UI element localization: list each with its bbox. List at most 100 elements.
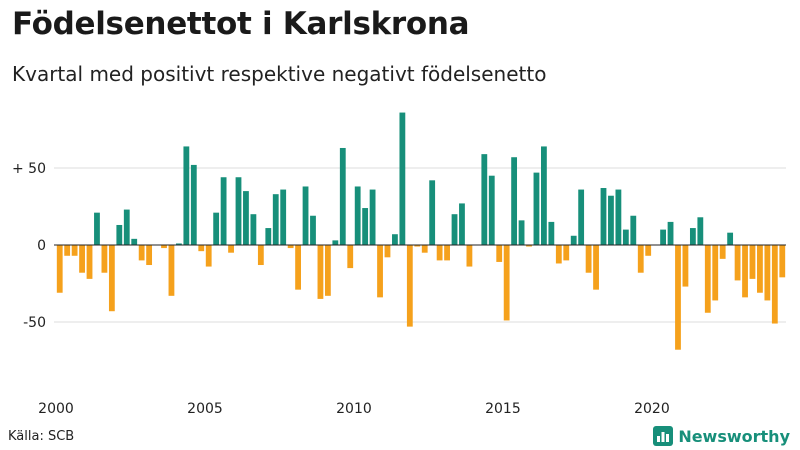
bar-negative bbox=[742, 245, 748, 298]
bar-negative bbox=[86, 245, 93, 279]
grid-lines bbox=[54, 167, 786, 323]
bar-positive bbox=[250, 214, 257, 245]
bar-negative bbox=[421, 245, 428, 253]
bar-negative bbox=[64, 245, 71, 256]
bar-negative bbox=[593, 245, 599, 290]
bar-positive bbox=[392, 234, 398, 245]
bar-positive bbox=[488, 175, 495, 245]
bar-negative bbox=[749, 245, 756, 279]
bar-negative bbox=[228, 245, 234, 253]
bar-negative bbox=[719, 245, 726, 259]
bar-negative bbox=[563, 245, 570, 261]
bar-positive bbox=[600, 188, 607, 245]
bar-negative bbox=[347, 245, 354, 269]
bar-negative bbox=[161, 245, 167, 249]
bar-positive bbox=[451, 214, 458, 245]
bar-positive bbox=[570, 235, 577, 245]
bar-positive bbox=[176, 243, 182, 245]
bar-negative bbox=[712, 245, 719, 301]
bar-negative bbox=[682, 245, 689, 287]
bar-negative bbox=[257, 245, 264, 266]
bar-negative bbox=[56, 245, 63, 293]
bar-positive bbox=[310, 215, 316, 245]
bar-positive bbox=[265, 228, 272, 245]
bar-negative bbox=[526, 245, 532, 247]
bar-negative bbox=[287, 245, 294, 249]
bar-positive bbox=[608, 195, 614, 245]
bar-negative bbox=[79, 245, 85, 273]
x-tick-label: 2000 bbox=[38, 401, 74, 417]
bar-positive bbox=[213, 212, 220, 245]
bar-positive bbox=[615, 189, 622, 245]
bar-positive bbox=[339, 147, 346, 245]
bar-negative bbox=[704, 245, 711, 313]
bar-negative bbox=[384, 245, 391, 258]
bar-positive bbox=[94, 212, 100, 245]
bar-negative bbox=[317, 245, 324, 299]
bar-negative bbox=[198, 245, 205, 252]
bar-negative bbox=[771, 245, 778, 324]
bar-negative bbox=[496, 245, 503, 262]
bar-negative bbox=[555, 245, 562, 264]
x-tick-label: 2015 bbox=[485, 401, 521, 417]
bar-positive bbox=[548, 221, 555, 245]
bar-negative bbox=[108, 245, 115, 312]
x-tick-label: 2005 bbox=[187, 401, 223, 417]
bar-positive bbox=[697, 217, 704, 245]
bar-positive bbox=[533, 172, 540, 245]
bar-positive bbox=[123, 209, 130, 245]
bar-positive bbox=[518, 220, 525, 245]
y-tick-label: -50 bbox=[23, 315, 46, 331]
bar-positive bbox=[190, 164, 197, 245]
brand-logo: Newsworthy bbox=[653, 426, 790, 446]
bar-positive bbox=[541, 146, 547, 245]
bar-positive bbox=[235, 177, 242, 245]
bar-negative bbox=[101, 245, 108, 273]
chart-subtitle: Kvartal med positivt respektive negativt… bbox=[12, 62, 547, 86]
bar-negative bbox=[637, 245, 644, 273]
bar-positive bbox=[578, 189, 585, 245]
bar-negative bbox=[414, 245, 421, 247]
bar-positive bbox=[399, 112, 406, 245]
bar-positive bbox=[727, 232, 734, 245]
bar-positive bbox=[660, 229, 666, 245]
bar-positive bbox=[220, 177, 227, 245]
bar-negative bbox=[645, 245, 652, 256]
bars bbox=[56, 112, 786, 350]
bar-positive bbox=[272, 194, 279, 245]
y-tick-label: + 50 bbox=[12, 161, 46, 177]
source-note: Källa: SCB bbox=[8, 429, 75, 444]
bar-negative bbox=[444, 245, 450, 261]
bar-negative bbox=[466, 245, 473, 267]
bar-positive bbox=[332, 240, 339, 245]
bar-positive bbox=[183, 146, 190, 245]
bar-positive bbox=[429, 180, 436, 245]
bar-negative bbox=[295, 245, 301, 290]
bar-positive bbox=[354, 186, 361, 245]
bar-negative bbox=[377, 245, 383, 298]
bar-negative bbox=[168, 245, 175, 296]
bar-negative bbox=[675, 245, 681, 350]
bar-positive bbox=[511, 157, 518, 245]
bar-negative bbox=[585, 245, 592, 273]
brand-name: Newsworthy bbox=[678, 426, 790, 446]
bar-negative bbox=[138, 245, 145, 261]
bar-negative bbox=[324, 245, 331, 296]
x-tick-label: 2020 bbox=[634, 401, 670, 417]
bar-negative bbox=[436, 245, 443, 261]
bar-positive bbox=[630, 215, 637, 245]
bar-negative bbox=[71, 245, 78, 256]
y-tick-label: 0 bbox=[37, 238, 46, 254]
bar-positive bbox=[689, 228, 696, 245]
bar-positive bbox=[302, 186, 309, 245]
bar-negative bbox=[779, 245, 786, 278]
bar-negative bbox=[146, 245, 153, 266]
bar-chart-logo-icon bbox=[653, 426, 674, 446]
bar-positive bbox=[481, 154, 488, 245]
x-tick-label: 2010 bbox=[336, 401, 372, 417]
bar-positive bbox=[362, 208, 369, 245]
bar-negative bbox=[205, 245, 212, 267]
chart-title: Födelsenettot i Karlskrona bbox=[12, 6, 470, 42]
axes: + 50 0 -50 2000 2005 2010 2015 2020 bbox=[12, 161, 786, 417]
